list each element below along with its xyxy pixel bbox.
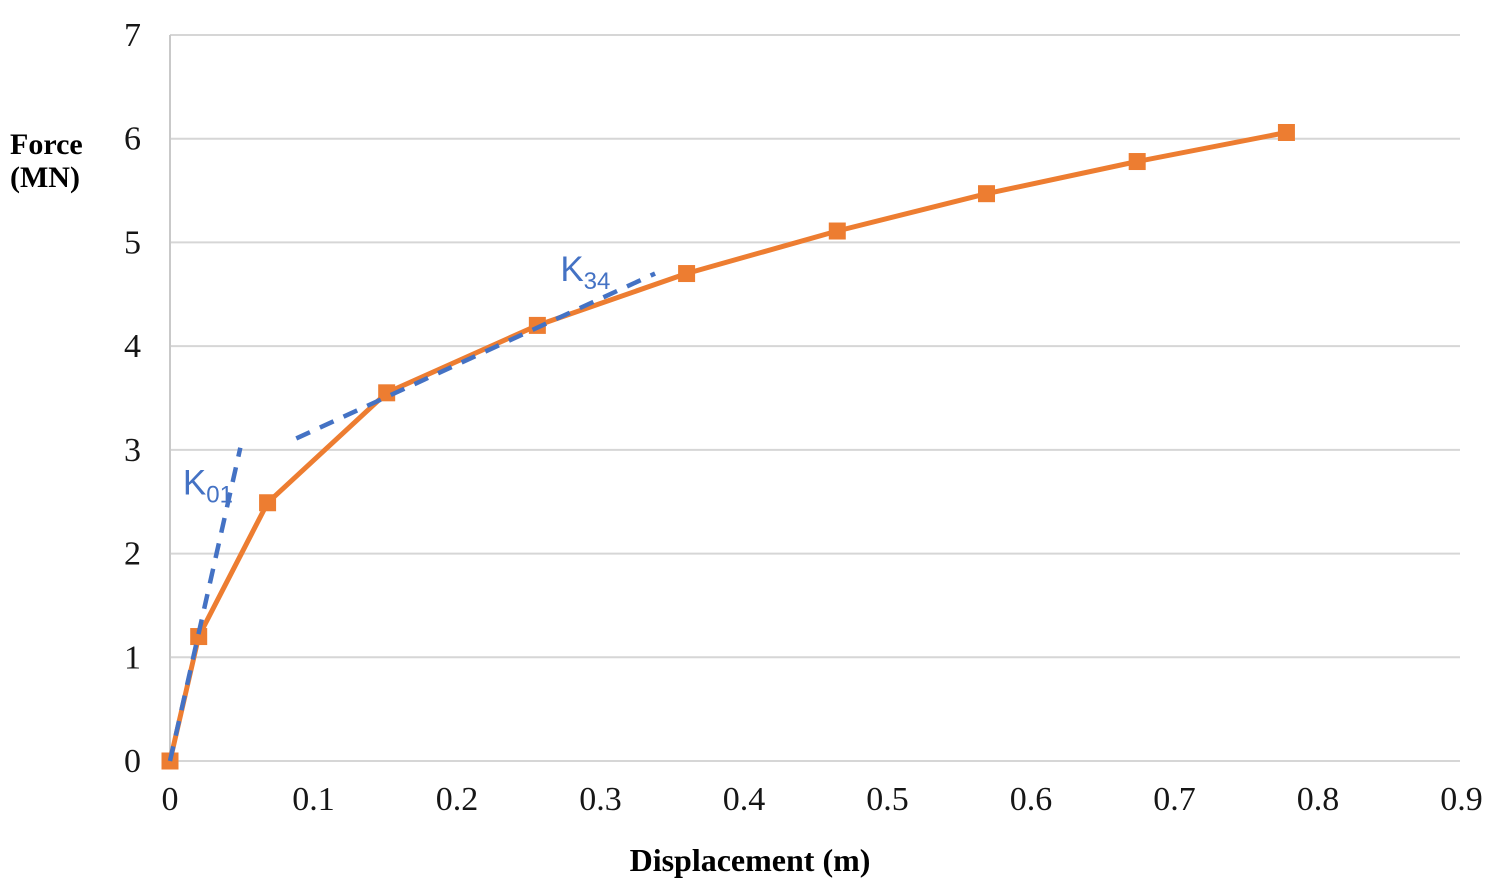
data-point-marker <box>190 628 208 646</box>
x-tick-label-0.9: 0.9 <box>1440 781 1483 818</box>
k34-label: K34 <box>560 250 610 295</box>
y-tick-label-2: 2 <box>124 536 141 573</box>
x-tick-label-0.6: 0.6 <box>1010 781 1053 818</box>
y-tick-label-4: 4 <box>124 328 141 365</box>
x-tick-label-0.3: 0.3 <box>579 781 622 818</box>
x-tick-label-0.5: 0.5 <box>866 781 909 818</box>
y-axis-title: Force (MN) <box>10 128 83 194</box>
x-tick-label-0.8: 0.8 <box>1297 781 1340 818</box>
k01-label: K01 <box>183 463 233 508</box>
x-tick-label-0: 0 <box>162 781 179 818</box>
data-point-marker <box>378 384 396 402</box>
series-line-force-displacement-curve <box>167 130 1289 764</box>
y-tick-label-7: 7 <box>124 17 141 54</box>
data-point-marker <box>1128 153 1146 171</box>
x-tick-label-0.4: 0.4 <box>723 781 766 818</box>
data-point-marker <box>1277 123 1295 141</box>
data-point-marker <box>978 185 996 203</box>
y-tick-label-0: 0 <box>124 743 141 780</box>
data-point-marker <box>259 494 277 512</box>
y-tick-label-3: 3 <box>124 432 141 469</box>
k34-stiffness-line <box>295 271 656 441</box>
k01-stiffness-line <box>167 447 243 762</box>
x-tick-label-0.1: 0.1 <box>292 781 335 818</box>
x-tick-label-0.2: 0.2 <box>436 781 479 818</box>
x-tick-label-0.7: 0.7 <box>1153 781 1196 818</box>
y-tick-label-1: 1 <box>124 639 141 676</box>
y-axis-title-line2: (MN) <box>10 161 80 194</box>
data-point-marker <box>828 222 846 240</box>
data-point-marker <box>678 265 696 283</box>
x-axis-title: Displacement (m) <box>629 842 871 878</box>
y-tick-label-6: 6 <box>124 121 141 158</box>
y-axis-title-line1: Force <box>10 128 83 161</box>
y-tick-label-5: 5 <box>124 224 141 261</box>
